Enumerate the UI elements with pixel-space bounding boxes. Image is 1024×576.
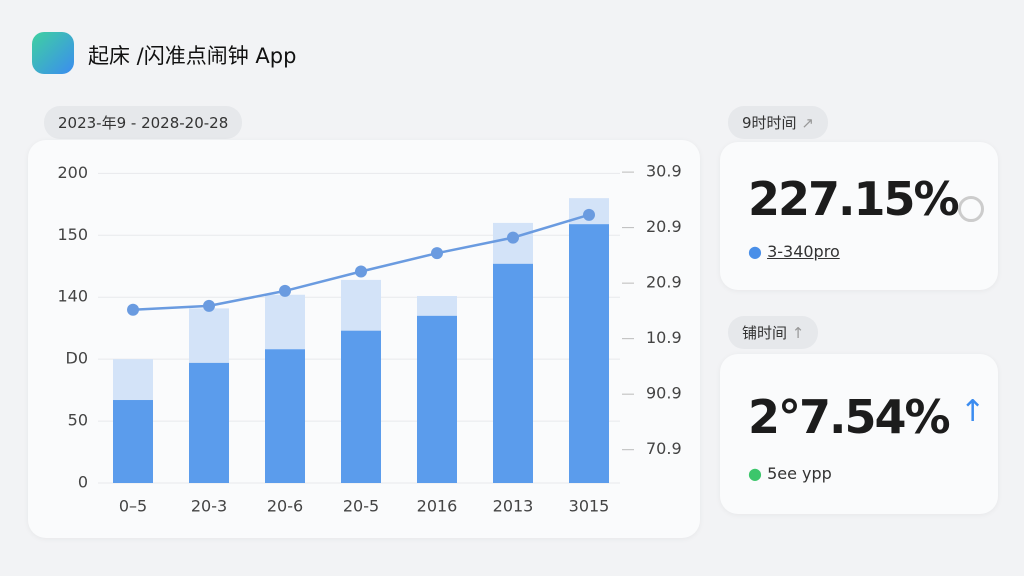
y-tick-label: 200 — [57, 163, 88, 182]
app-title: 起床 /闪准点闹钟 App — [88, 44, 297, 68]
y2-tick-label: 70.9 — [646, 439, 682, 458]
label: 9时时间 — [742, 114, 797, 132]
y-tick-label: 140 — [57, 287, 88, 306]
bar-segment — [189, 308, 229, 363]
y-tick-label: 150 — [57, 225, 88, 244]
date-range[interactable]: 2023-年9 - 2028-20-28 — [44, 106, 243, 139]
bar-segment — [493, 263, 533, 483]
line-point — [279, 284, 291, 297]
line-point — [355, 265, 367, 278]
y-tick-label: 0 — [78, 473, 88, 492]
toggle[interactable] — [958, 196, 984, 222]
y2-tick-label: 10.9 — [646, 328, 682, 347]
stat-card: 227.15% ● 3-340pro — [720, 142, 998, 290]
bar-segment — [341, 330, 381, 483]
stat-card: 2°7.54% ↑ ● 5ee ypp — [720, 354, 998, 514]
x-tick-label: 0–5 — [119, 497, 147, 516]
card-label[interactable]: 9时时间 ↗ — [728, 106, 828, 139]
up-arrow: ↑ — [960, 394, 986, 429]
bar-segment — [113, 359, 153, 401]
line-point — [127, 303, 139, 316]
line-point — [507, 231, 519, 244]
x-tick-label: 20-3 — [191, 497, 227, 516]
bar-segment — [265, 349, 305, 483]
y-tick-label: 50 — [68, 411, 88, 430]
note: 3-340pro — [767, 242, 840, 261]
x-tick-label: 2016 — [417, 497, 458, 516]
x-tick-label: 20-6 — [267, 497, 303, 516]
stat-note: ● 3-340pro — [748, 242, 840, 261]
y-tick-label: D0 — [66, 349, 89, 368]
stat-note: ● 5ee ypp — [748, 464, 832, 483]
card-label[interactable]: 铺时间 ↑ — [728, 316, 819, 349]
x-tick-label: 20-5 — [343, 497, 379, 516]
line-point — [203, 299, 215, 312]
bar-segment — [341, 279, 381, 331]
y2-tick-label: 20.9 — [646, 273, 682, 292]
note: 5ee ypp — [767, 464, 832, 483]
x-tick-label: 3015 — [569, 497, 610, 516]
x-tick-label: 2013 — [493, 497, 534, 516]
line-point — [431, 247, 443, 260]
bar-segment — [265, 294, 305, 350]
bar-segment — [113, 400, 153, 483]
label: 铺时间 — [742, 324, 788, 342]
line-point — [583, 208, 595, 221]
stat-value: 227.15% — [748, 172, 960, 226]
bar-segment — [189, 362, 229, 483]
app-icon[interactable] — [32, 32, 74, 74]
y2-tick-label: 30.9 — [646, 162, 682, 181]
y2-tick-label: 90.9 — [646, 384, 682, 403]
bar-segment — [569, 224, 609, 483]
y2-tick-label: 20.9 — [646, 217, 682, 236]
bar-segment — [417, 295, 457, 316]
bar-segment — [417, 315, 457, 483]
stat-value: 2°7.54% — [748, 390, 951, 444]
